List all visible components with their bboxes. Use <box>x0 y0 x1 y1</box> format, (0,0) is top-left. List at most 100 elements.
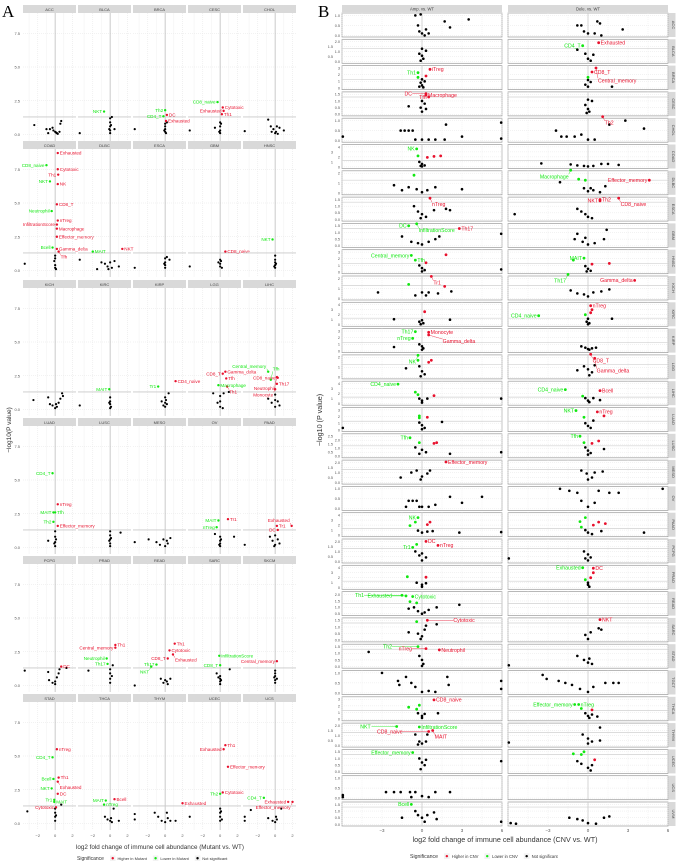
point-label: Th17 <box>402 329 414 335</box>
point-not-significant <box>418 320 421 324</box>
point-not-significant <box>584 528 587 532</box>
point-up <box>55 223 59 226</box>
point-down <box>411 336 415 340</box>
point-label: Neutrophil <box>254 386 275 391</box>
point-down <box>417 414 421 418</box>
point-up <box>224 370 227 373</box>
y-tick-label: 0.0 <box>14 268 20 273</box>
point-not-significant <box>432 811 436 814</box>
point-up <box>57 776 60 779</box>
point-not-significant <box>188 815 191 818</box>
point-not-significant <box>219 683 222 686</box>
point-not-significant <box>568 816 571 820</box>
row-ucec: Effector_memory 0.0 0.5 1.0 1.5 UCEC <box>335 749 676 774</box>
point-not-significant <box>598 190 602 194</box>
point-not-significant <box>416 24 420 27</box>
point-label: CD8_naive <box>621 202 647 208</box>
x-tick-label: −2 <box>255 833 260 838</box>
point-not-significant <box>109 681 112 684</box>
point-not-significant <box>586 57 590 60</box>
point-not-significant <box>168 258 171 261</box>
point-not-significant <box>59 397 62 400</box>
subpanel-amp: Th17 Monocyte Gamma_delta nTreg <box>341 328 503 353</box>
row-strip-label: THYM <box>671 729 676 740</box>
point-not-significant <box>589 59 592 62</box>
point-not-significant <box>589 451 592 455</box>
facet-strip <box>243 141 296 149</box>
legend-title: Significance <box>77 856 104 862</box>
facet-strip-label: ACC <box>45 7 54 12</box>
point-not-significant <box>593 241 596 245</box>
point-label: Cytotoxic <box>415 594 437 600</box>
point-not-significant <box>584 83 587 86</box>
legend-key-up <box>111 857 114 860</box>
point-not-significant <box>418 160 421 164</box>
point-up <box>55 247 59 251</box>
point-not-significant <box>117 819 120 822</box>
point-label: NK <box>409 359 417 365</box>
point-down <box>577 177 581 181</box>
point-down <box>413 258 417 262</box>
point-not-significant <box>32 398 35 402</box>
point-not-significant <box>57 401 60 404</box>
point-not-significant <box>51 404 54 407</box>
point-not-significant <box>113 259 116 263</box>
point-up <box>432 394 436 397</box>
point-not-significant <box>169 536 172 540</box>
point-not-significant <box>558 487 562 491</box>
point-label: Effector_memory <box>448 460 488 466</box>
point-not-significant <box>280 807 283 810</box>
point-up <box>423 310 427 314</box>
facet-strip-label: SKCM <box>264 558 276 563</box>
point-down <box>571 258 575 262</box>
x-tick-label: 0 <box>219 833 222 838</box>
panel-label-b: B <box>318 2 329 21</box>
point-not-significant <box>219 810 223 813</box>
point-not-significant <box>56 132 59 135</box>
point-down <box>50 209 53 213</box>
point-not-significant <box>164 122 167 125</box>
y-tick-label: 0.5 <box>335 816 340 820</box>
point-not-significant <box>624 119 627 122</box>
point-label: CD4_naive <box>538 387 564 393</box>
y-tick-label: 2 <box>338 415 340 419</box>
point-up <box>590 308 594 312</box>
point-not-significant <box>399 129 402 132</box>
point-label: iTreg <box>432 67 444 73</box>
point-label: NKT <box>261 237 270 242</box>
point-not-significant <box>586 138 590 141</box>
point-not-significant <box>576 292 579 295</box>
label-leader-line <box>274 377 278 386</box>
point-down <box>104 799 108 802</box>
point-not-significant <box>219 815 222 818</box>
point-not-significant <box>219 259 223 263</box>
row-uvm: Bcell 0.0 0.5 1.0 1.5 UVM <box>335 801 676 827</box>
point-down <box>52 511 55 514</box>
point-not-significant <box>420 401 424 404</box>
subpanel-del: NKT <box>507 617 669 643</box>
facet-strip <box>78 694 131 702</box>
point-not-significant <box>392 317 396 321</box>
point-not-significant <box>54 680 57 683</box>
point-label: NKT <box>40 786 49 791</box>
point-not-significant <box>212 392 215 395</box>
row-strip-label: PRAD <box>671 572 676 583</box>
point-down <box>416 358 420 362</box>
y-tick-label: 0.5 <box>335 497 340 501</box>
subpanel-del <box>507 12 669 38</box>
point-not-significant <box>588 716 591 720</box>
point-not-significant <box>447 683 450 687</box>
y-tick-label: 1.5 <box>335 750 340 754</box>
point-label: nTreg <box>593 304 606 310</box>
point-down <box>408 600 412 604</box>
point-not-significant <box>414 809 417 813</box>
point-not-significant <box>163 262 166 265</box>
facet-strip-label: READ <box>154 558 165 563</box>
point-not-significant <box>560 135 563 138</box>
x-tick-label: 6 <box>667 828 670 833</box>
point-not-significant <box>420 345 424 348</box>
facet-blca: BLCA NKT <box>78 5 131 141</box>
point-not-significant <box>274 534 277 537</box>
point-label: Exhausted <box>200 747 222 752</box>
point-not-significant <box>420 291 424 294</box>
